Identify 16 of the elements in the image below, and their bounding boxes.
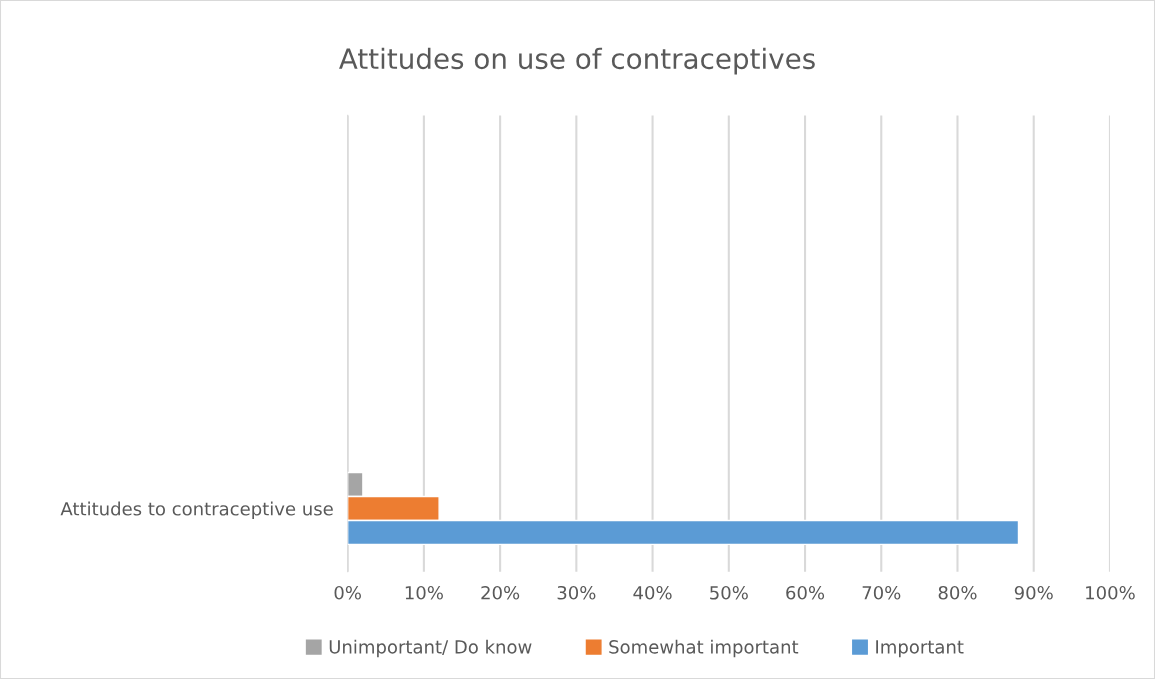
chart-title: Attitudes on use of contraceptives bbox=[339, 47, 815, 75]
y-tick-label: Attitudes to contraceptive use bbox=[60, 501, 333, 520]
x-tick-label: 90% bbox=[1014, 585, 1053, 600]
x-tick-label: 80% bbox=[938, 585, 977, 600]
x-tick-label: 30% bbox=[557, 585, 596, 600]
x-tick-label: 100% bbox=[1086, 585, 1135, 600]
x-tick-label: 70% bbox=[862, 585, 901, 600]
x-tick-label: 60% bbox=[786, 585, 825, 600]
x-tick-label: 40% bbox=[633, 585, 672, 600]
legend-label: Somewhat important bbox=[609, 639, 799, 658]
x-tick-label: 20% bbox=[481, 585, 520, 600]
x-tick-label: 50% bbox=[710, 585, 748, 600]
x-tick-label: 10% bbox=[405, 585, 443, 600]
legend-label: Unimportant/ Do know bbox=[329, 639, 532, 658]
legend-label: Important bbox=[876, 640, 964, 658]
x-tick-label: 0% bbox=[334, 585, 361, 600]
